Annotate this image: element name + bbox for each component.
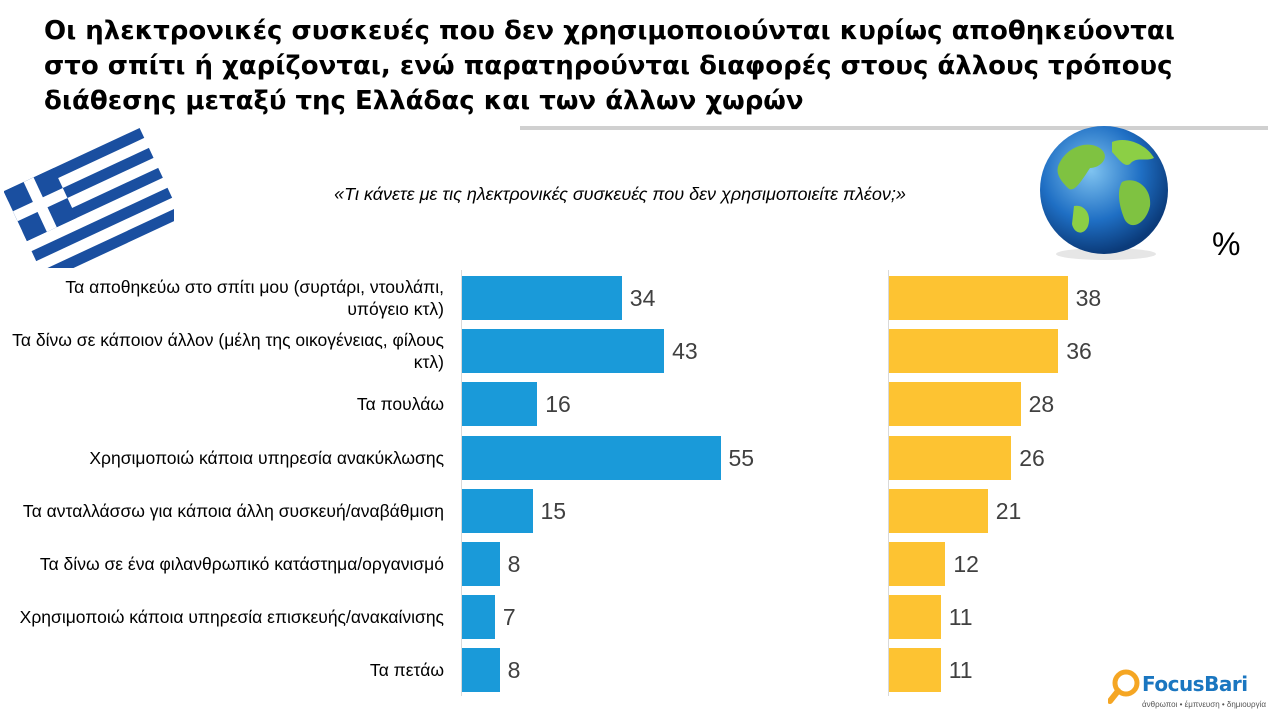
greece-axis xyxy=(461,270,462,696)
world-bar xyxy=(889,595,941,640)
greece-bar xyxy=(462,542,500,586)
category-label: Τα ανταλλάσσω για κάποια άλλη συσκευή/αν… xyxy=(22,500,444,521)
globe-icon xyxy=(1040,126,1168,260)
world-bar xyxy=(889,488,988,533)
world-value-label: 38 xyxy=(1075,285,1102,311)
magnifier-icon xyxy=(1107,669,1140,704)
greece-value-label: 34 xyxy=(629,285,656,311)
title-divider xyxy=(520,126,1268,130)
greece-bar xyxy=(462,435,721,480)
world-value-label: 26 xyxy=(1019,444,1045,471)
world-value-label: 21 xyxy=(995,497,1022,524)
world-axis xyxy=(888,270,889,696)
greece-value-label: 7 xyxy=(502,604,516,631)
greece-value-label: 8 xyxy=(507,551,521,577)
greece-bar xyxy=(462,595,495,640)
world-bar xyxy=(889,648,941,693)
page-title: Οι ηλεκτρονικές συσκευές που δεν χρησιμο… xyxy=(44,16,1175,116)
category-label: Τα δίνω σε ένα φιλανθρωπικό κατάστημα/ορ… xyxy=(39,554,444,574)
category-label: Χρησιμοποιώ κάποια υπηρεσία ανακύκλωσης xyxy=(89,447,444,468)
logo-tagline: άνθρωποι • έμπνευση • δημιουργία xyxy=(1142,700,1266,709)
category-label: Τα δίνω σε κάποιον άλλον (μέλη της οικογ… xyxy=(12,330,444,373)
greek-flag-icon xyxy=(4,127,174,268)
greece-value-label: 43 xyxy=(672,338,698,365)
world-bar xyxy=(889,329,1059,374)
world-value-label: 11 xyxy=(948,657,973,684)
category-label: Τα πουλάω xyxy=(356,394,444,415)
world-bar xyxy=(889,542,946,586)
world-bar xyxy=(889,435,1012,480)
chart-subtitle: «Τι κάνετε με τις ηλεκτρονικές συσκευές … xyxy=(334,184,906,204)
world-value-label: 11 xyxy=(948,604,973,631)
greece-value-label: 15 xyxy=(540,497,567,524)
greece-bar xyxy=(462,488,533,533)
world-value-label: 28 xyxy=(1028,391,1055,418)
focusbari-logo: FocusBari άνθρωποι • έμπνευση • δημιουργ… xyxy=(1107,668,1266,712)
world-value-label: 12 xyxy=(953,551,979,577)
category-label: Τα πετάω xyxy=(369,660,444,681)
world-value-label: 36 xyxy=(1066,338,1092,365)
greece-bar xyxy=(462,648,500,693)
logo-name: FocusBari xyxy=(1142,672,1248,696)
greece-bar xyxy=(462,329,665,374)
greece-bar xyxy=(462,276,622,320)
greece-value-label: 8 xyxy=(507,657,521,684)
unit-label: % xyxy=(1212,226,1241,262)
greece-value-label: 16 xyxy=(545,391,571,418)
greece-bar xyxy=(462,382,538,427)
world-bar xyxy=(889,382,1021,427)
category-label: Χρησιμοποιώ κάποια υπηρεσία επισκευής/αν… xyxy=(19,607,444,628)
category-label: Τα αποθηκεύω στο σπίτι μου (συρτάρι, ντο… xyxy=(65,277,444,319)
world-bar xyxy=(889,276,1068,320)
greece-value-label: 55 xyxy=(728,444,755,471)
